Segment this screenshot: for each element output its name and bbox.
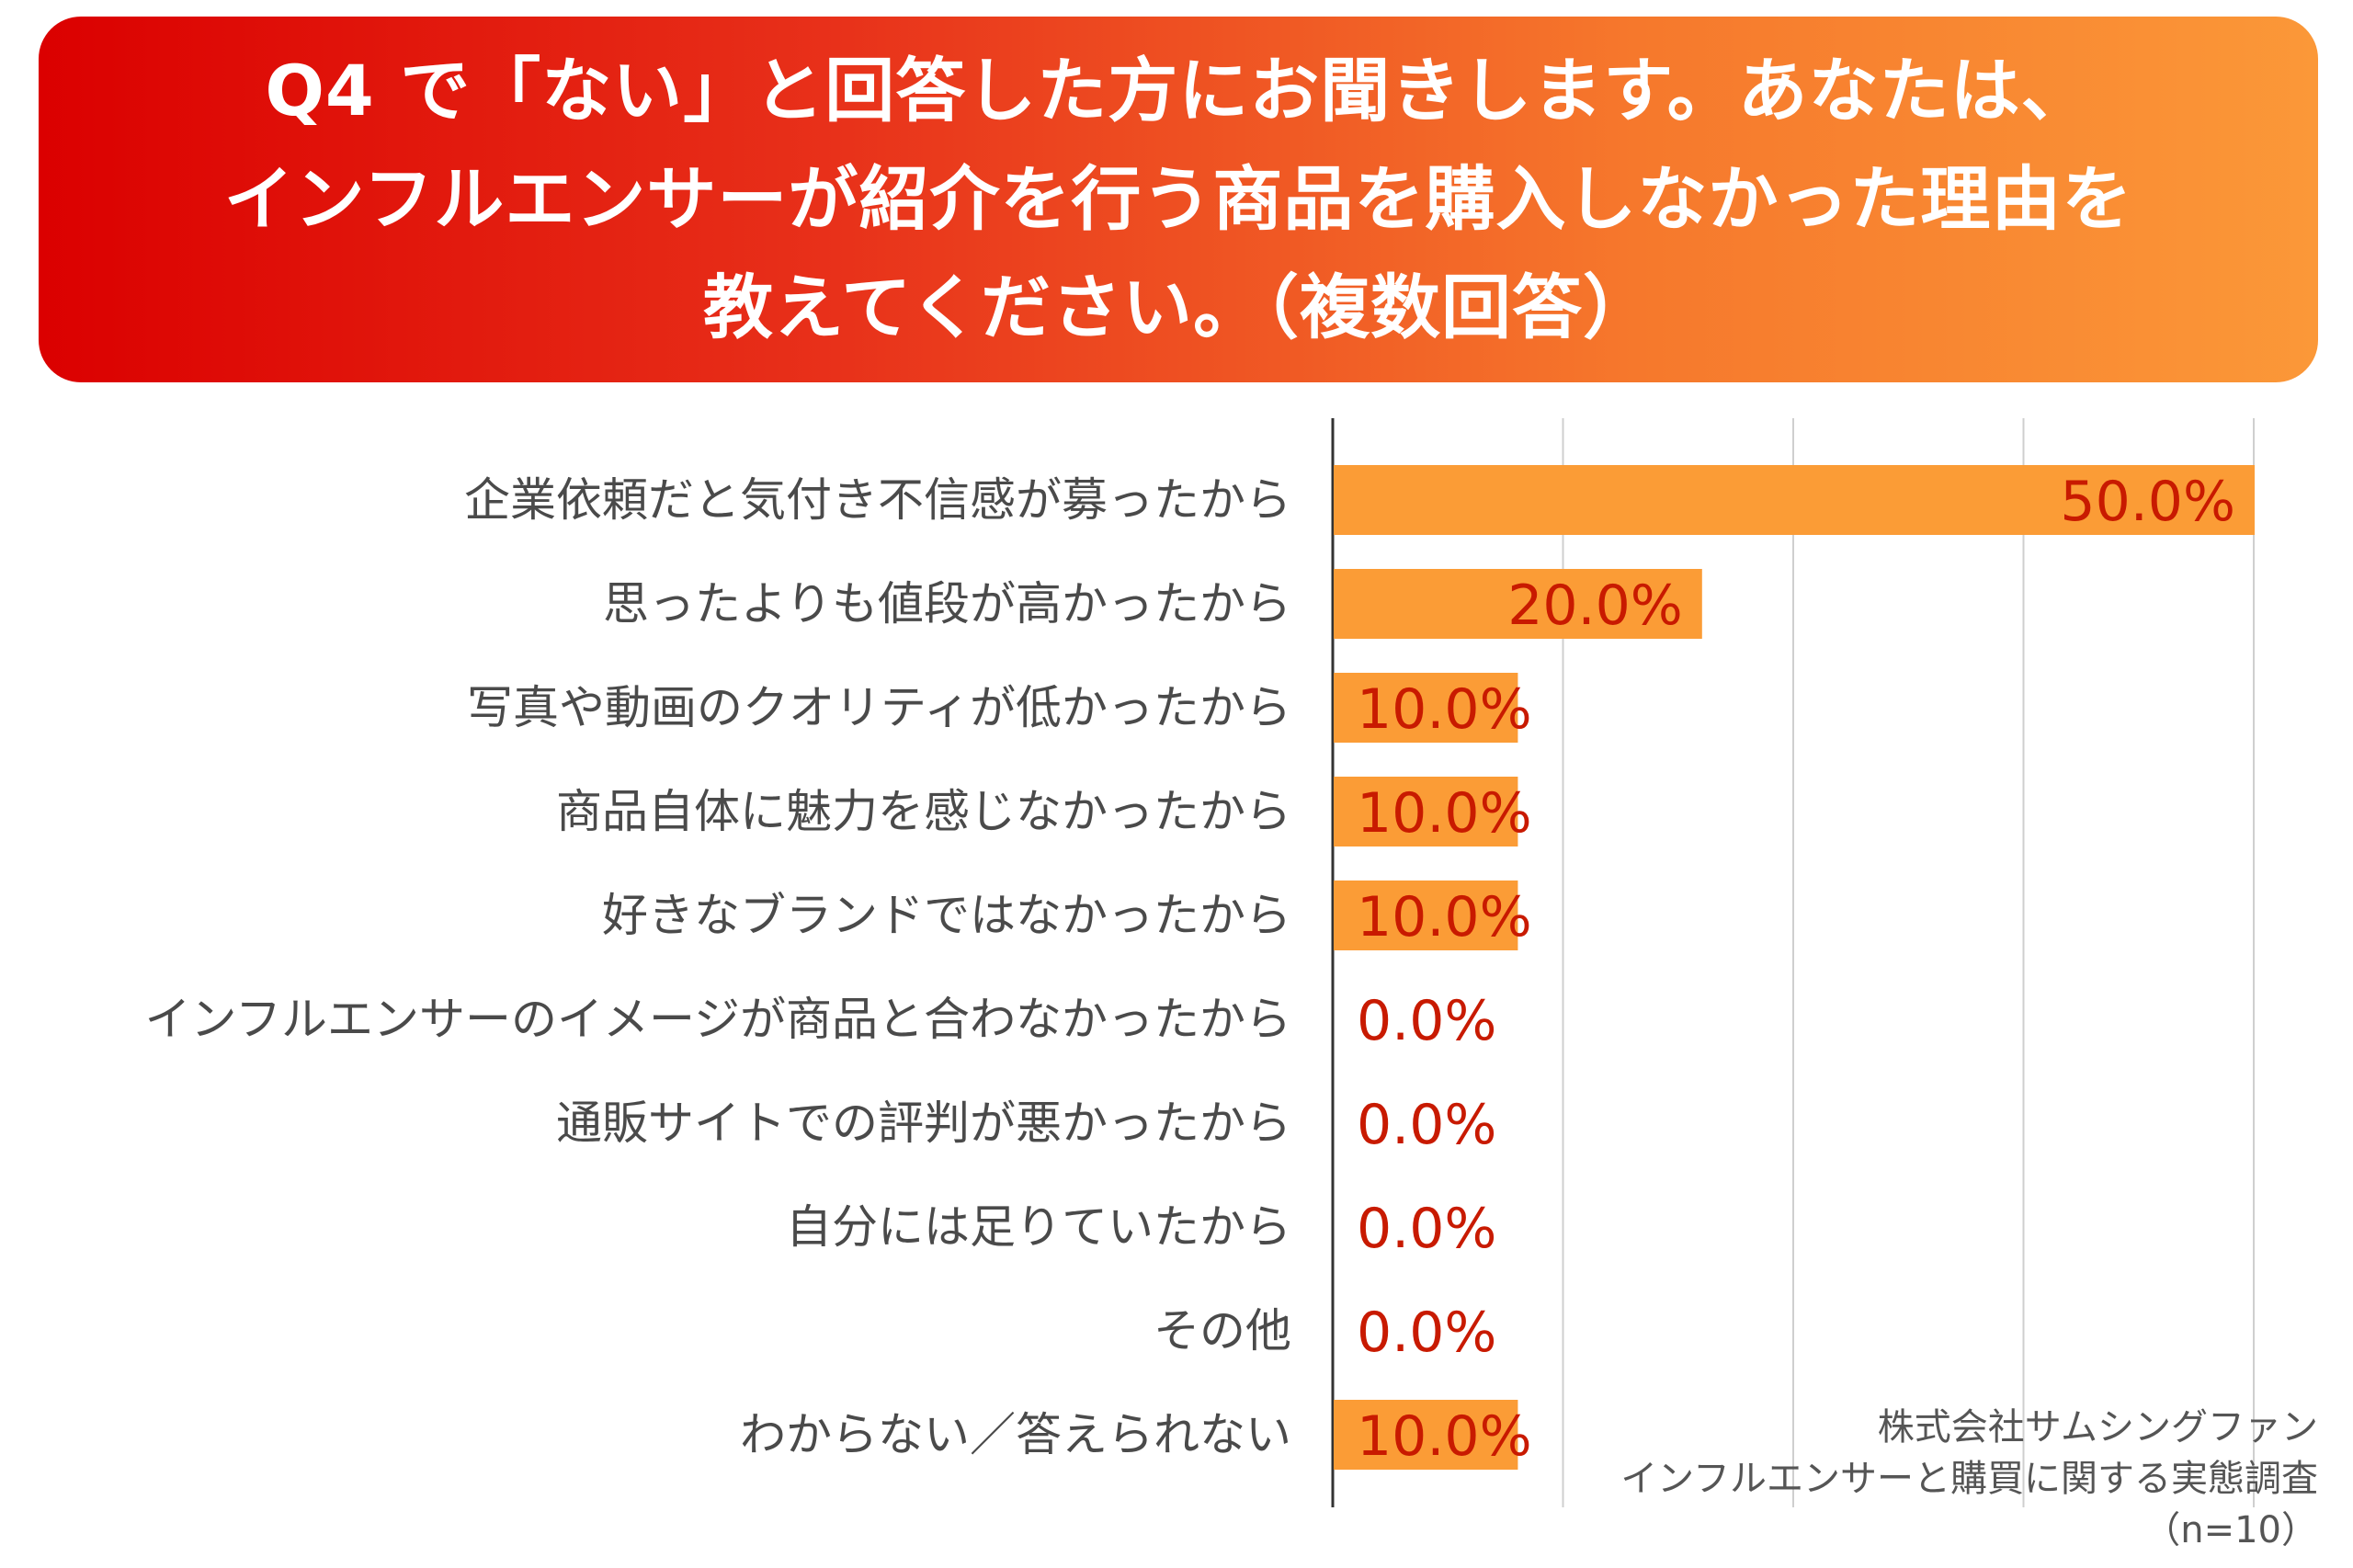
value-label: 0.0% <box>1357 1093 1496 1157</box>
bar <box>1334 1400 1518 1470</box>
bar <box>1334 569 1702 639</box>
category-label: 通販サイトでの評判が悪かったから <box>556 1096 1291 1150</box>
category-label: 思ったよりも値段が高かったから <box>603 577 1291 631</box>
source-sample-size: （n=10） <box>2143 1509 2318 1551</box>
chart-title: Q4 で「ない」と回答した方にお聞きします。あなたは、 インフルエンサーが紹介を… <box>223 50 2133 348</box>
value-label: 10.0% <box>1357 677 1532 742</box>
source-company: 株式会社サムシングファン <box>1877 1406 2318 1449</box>
value-label: 10.0% <box>1357 885 1532 949</box>
title-banner: Q4 で「ない」と回答した方にお聞きします。あなたは、 インフルエンサーが紹介を… <box>39 17 2318 382</box>
category-labels: 企業依頼だと気付き不信感が募ったから思ったよりも値段が高かったから写真や動画のク… <box>145 473 1292 1461</box>
value-label: 0.0% <box>1357 989 1496 1053</box>
value-labels: 50.0% 20.0% 10.0% 10.0% 10.0% 0.0% 0.0% 0.0% 0.0… <box>1357 470 2235 1469</box>
value-label: 50.0% <box>2060 470 2235 534</box>
value-label: 10.0% <box>1357 781 1532 846</box>
value-label: 20.0% <box>1507 574 1683 638</box>
category-label: インフルエンサーのイメージが商品と合わなかったから <box>145 993 1292 1046</box>
bar <box>1334 881 1518 950</box>
category-label: 企業依頼だと気付き不信感が募ったから <box>464 473 1291 527</box>
category-label: 自分には足りていたから <box>786 1200 1291 1254</box>
bars <box>1334 465 2255 1470</box>
source-note: 株式会社サムシングファン インフルエンサーと購買に関する実態調査 （n=10） <box>1620 1402 2318 1556</box>
value-label: 10.0% <box>1357 1404 1532 1469</box>
bar <box>1334 465 2255 535</box>
category-label: 写真や動画のクオリティが低かったから <box>467 681 1291 734</box>
value-label: 0.0% <box>1357 1197 1496 1261</box>
value-label: 0.0% <box>1357 1301 1496 1365</box>
category-label: 商品自体に魅力を感じなかったから <box>556 785 1291 838</box>
category-label: わからない／答えられない <box>740 1408 1291 1461</box>
category-label: 好きなブランドではなかったから <box>602 889 1291 942</box>
bar <box>1334 777 1518 846</box>
category-label: その他 <box>1154 1304 1291 1358</box>
source-survey: インフルエンサーと購買に関する実態調査 <box>1620 1458 2318 1500</box>
bar <box>1334 673 1518 743</box>
